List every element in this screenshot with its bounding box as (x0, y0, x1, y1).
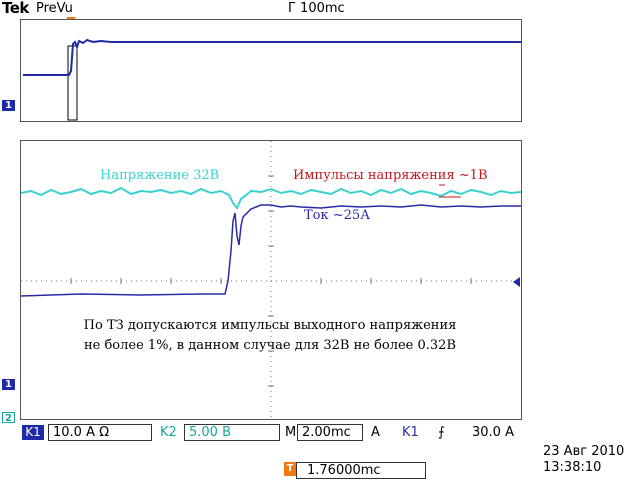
timebase-prefix: M (285, 425, 297, 440)
capture-time: 13:38:10 (543, 460, 602, 475)
pulses-annotation: Импульсы напряжения ~1В (293, 168, 488, 183)
trigger-slope-icon[interactable]: ⨍ (438, 425, 445, 440)
capture-date: 23 Авг 2010 (543, 444, 625, 459)
spec-note-line1: По ТЗ допускаются импульсы выходного нап… (83, 318, 457, 333)
overview-waveform (23, 38, 521, 121)
ch1-ground-marker[interactable]: 1 (2, 379, 15, 390)
trigger-position-value[interactable]: 1.76000mc (296, 462, 426, 479)
tek-logo: Tek (2, 0, 29, 17)
main-graticule (21, 141, 521, 419)
trigger-source[interactable]: K1 (402, 425, 419, 440)
trigger-level[interactable]: 30.0 А (472, 425, 514, 440)
trigger-position-icon: T (284, 462, 296, 476)
acquisition-mode: PreVu (36, 1, 73, 16)
overview-timebase: Г 100mc (288, 1, 345, 16)
voltage-annotation: Напряжение 32В (100, 168, 220, 183)
ch2-scale[interactable]: 5.00 В (184, 424, 280, 441)
ch1-label[interactable]: K1 (22, 425, 44, 440)
ch1-scale[interactable]: 10.0 А Ω (48, 424, 152, 441)
overview-ch1-trace (23, 38, 521, 76)
ch1-current-trace (21, 204, 521, 297)
main-timebase[interactable]: 2.00mc (297, 424, 363, 441)
ch2-label[interactable]: K2 (160, 425, 177, 440)
pulse-markup (439, 184, 461, 198)
spec-note-line2: не более 1%, в данном случае для 32В не … (83, 338, 457, 353)
trigger-level-arrow-icon[interactable] (513, 277, 520, 287)
overview-ch1-marker: 1 (2, 100, 15, 111)
current-annotation: Ток ~25А (304, 208, 371, 223)
overview-waveform-panel (20, 19, 522, 122)
ch2-ground-marker[interactable]: 2 (2, 412, 15, 424)
trigger-mode[interactable]: A (371, 425, 380, 440)
ch2-voltage-trace (21, 186, 521, 210)
main-waveform-panel (20, 140, 522, 420)
